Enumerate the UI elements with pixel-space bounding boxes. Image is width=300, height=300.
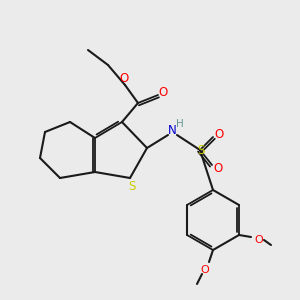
Text: N: N	[168, 124, 176, 136]
Text: H: H	[176, 119, 184, 129]
Text: S: S	[197, 143, 205, 157]
Text: O: O	[119, 71, 129, 85]
Text: O: O	[214, 128, 224, 140]
Text: S: S	[128, 181, 136, 194]
Text: O: O	[213, 163, 223, 176]
Text: O: O	[201, 265, 209, 275]
Text: O: O	[255, 235, 263, 245]
Text: O: O	[158, 86, 168, 100]
